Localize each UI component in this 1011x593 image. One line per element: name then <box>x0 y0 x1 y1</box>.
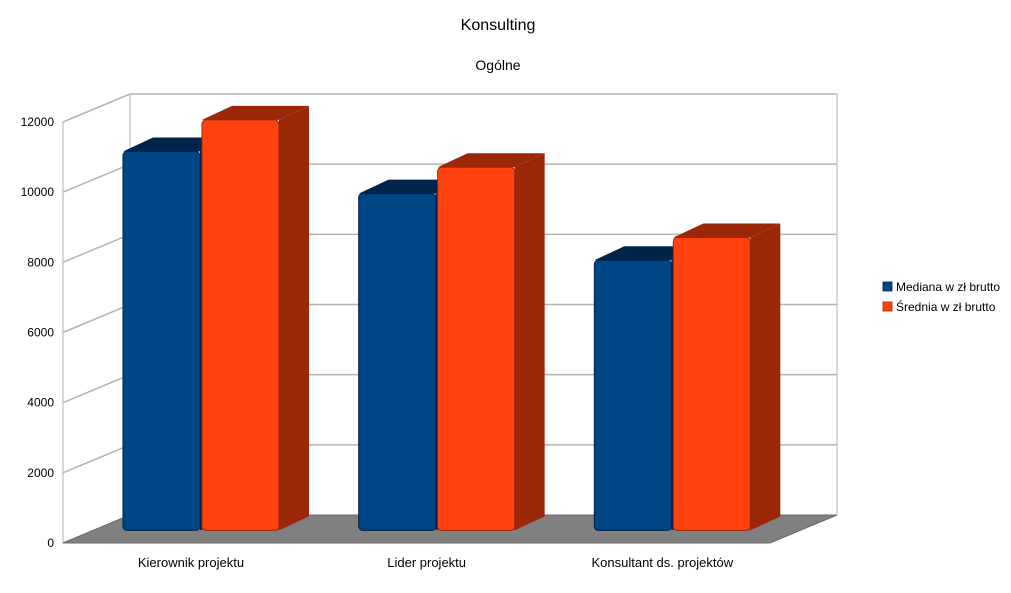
bar <box>672 223 781 531</box>
grid-line-side <box>62 233 131 264</box>
bar <box>437 153 545 531</box>
legend-label: Mediana w zł brutto <box>896 280 1000 294</box>
legend-item: Średnia w zł brutto <box>882 299 996 314</box>
legend: Mediana w zł brutto Średnia w zł brutto <box>882 280 1000 314</box>
legend-item: Mediana w zł brutto <box>882 280 1000 294</box>
y-tick-label: 4000 <box>27 396 54 410</box>
bar-front <box>593 259 672 531</box>
y-tick-label: 8000 <box>27 255 54 269</box>
bar-front <box>437 166 516 531</box>
grid-line-side <box>62 373 131 404</box>
y-tick-label: 12000 <box>21 115 55 129</box>
y-tick-label: 0 <box>47 536 54 550</box>
chart-subtitle: Ogólne <box>475 57 520 73</box>
x-axis-ticks: Kierownik projektu Lider projektu Konsulta… <box>138 555 734 570</box>
x-tick-label: Konsultant ds. projektów <box>591 555 733 570</box>
y-tick-label: 10000 <box>21 185 55 199</box>
y-axis-ticks: 0 2000 4000 6000 8000 10000 12000 <box>21 115 55 550</box>
grid-line-side <box>62 163 131 193</box>
bar-top <box>673 223 781 238</box>
bar-side <box>514 153 545 531</box>
grid-line-side <box>62 303 131 334</box>
bar-front <box>122 151 201 531</box>
bar-top <box>201 105 309 120</box>
grid-line-side <box>62 93 131 123</box>
bar <box>201 105 309 531</box>
chart-title: Konsulting <box>461 17 536 34</box>
bar-front <box>672 236 751 531</box>
bar-front <box>201 119 280 531</box>
legend-swatch <box>882 281 893 292</box>
bar-top <box>437 153 545 168</box>
legend-swatch <box>882 301 893 312</box>
x-tick-label: Kierownik projektu <box>138 555 244 570</box>
legend-label: Średnia w zł brutto <box>896 299 996 314</box>
bar-side <box>278 105 309 531</box>
grid-line-side <box>62 444 131 474</box>
bars-group <box>122 105 781 531</box>
y-tick-label: 2000 <box>27 466 54 480</box>
bar-front <box>358 193 437 531</box>
bar-side <box>750 223 781 531</box>
x-tick-label: Lider projektu <box>387 555 466 570</box>
y-tick-label: 6000 <box>27 326 54 340</box>
